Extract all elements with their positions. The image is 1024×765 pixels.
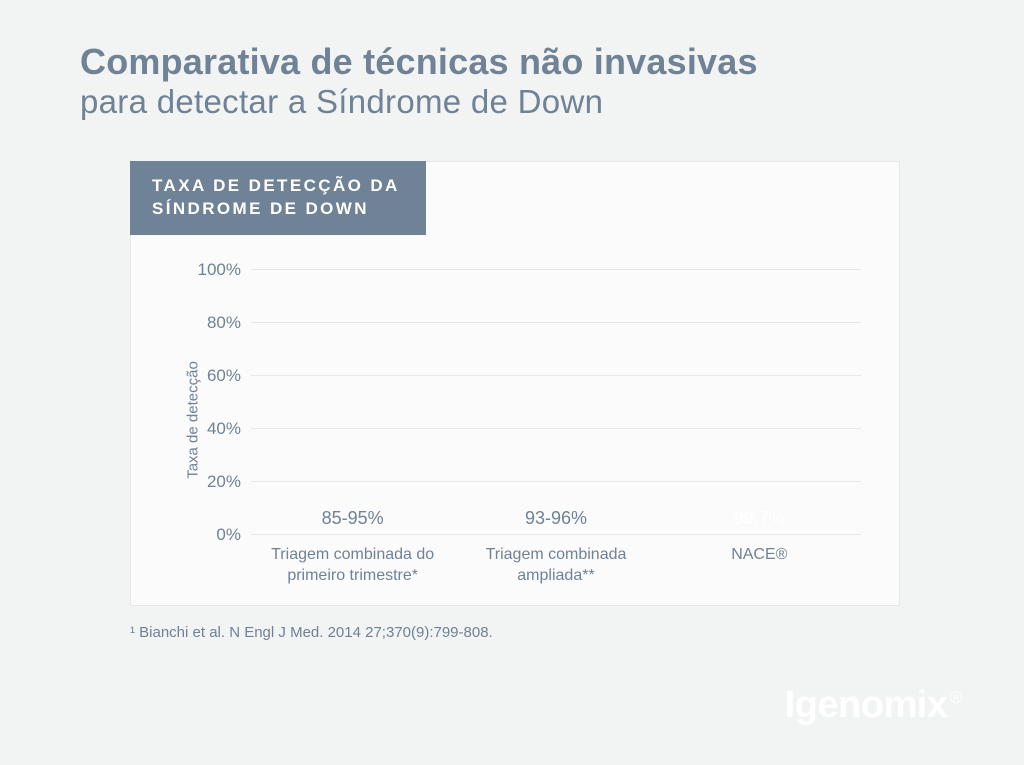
chart-plot: 85-95%93-96%99,7% Triagem combinada do p…: [251, 270, 861, 535]
x-category-label: NACE®: [658, 545, 861, 587]
chart-card: TAXA DE DETECÇÃO DASÍNDROME DE DOWN Taxa…: [130, 161, 900, 606]
gridline: [251, 322, 861, 323]
gridline: [251, 428, 861, 429]
gridline: [251, 481, 861, 482]
gridline: [251, 269, 861, 270]
bar-value-label: 85-95%: [322, 508, 384, 529]
chart-header: TAXA DE DETECÇÃO DASÍNDROME DE DOWN: [130, 161, 426, 235]
x-category-label: Triagem combinada ampliada**: [454, 545, 657, 587]
y-tick-label: 100%: [198, 260, 251, 280]
bar-value-label: 93-96%: [525, 508, 587, 529]
gridline: [251, 375, 861, 376]
y-tick-label: 60%: [207, 366, 251, 386]
bars-container: 85-95% 93-96% 99,7%: [251, 270, 861, 535]
title-block: Comparativa de técnicas não invasivas pa…: [80, 42, 944, 121]
y-tick-label: 40%: [207, 419, 251, 439]
brand-logo-registered: ®: [949, 688, 962, 708]
y-tick-label: 20%: [207, 472, 251, 492]
x-category-label: Triagem combinada do primeiro trimestre*: [251, 545, 454, 587]
title-main: Comparativa de técnicas não invasivas: [80, 42, 944, 82]
title-sub: para detectar a Síndrome de Down: [80, 82, 944, 122]
bar-value-label: 99,7%: [734, 508, 785, 529]
y-tick-label: 0%: [216, 525, 251, 545]
y-tick-label: 80%: [207, 313, 251, 333]
y-axis-title: Taxa de detecção: [185, 361, 202, 479]
brand-logo: Igenomix ®: [785, 684, 962, 727]
chart-area: Taxa de detecção 85-95% 93-96% 99,7% Triag…: [131, 235, 899, 605]
x-labels-row: Triagem combinada do primeiro trimestre*…: [251, 535, 861, 587]
citation: ¹ Bianchi et al. N Engl J Med. 2014 27;3…: [130, 624, 944, 641]
gridline: [251, 534, 861, 535]
brand-logo-text: Igenomix: [785, 684, 948, 727]
